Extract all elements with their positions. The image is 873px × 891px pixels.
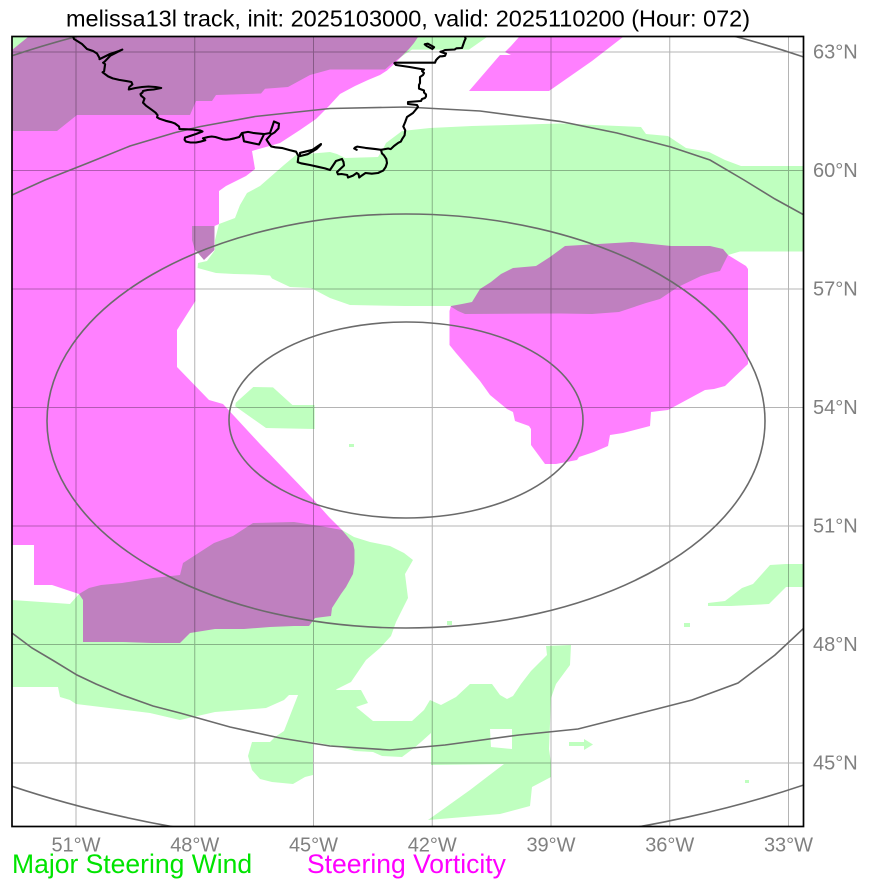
svg-text:60°N: 60°N (813, 160, 858, 182)
svg-text:Steering Vorticity: Steering Vorticity (307, 849, 507, 879)
svg-text:48°W: 48°W (170, 835, 219, 857)
svg-text:melissa13l track, init: 202510: melissa13l track, init: 2025103000, vali… (66, 6, 750, 32)
svg-text:63°N: 63°N (813, 42, 858, 64)
svg-text:48°N: 48°N (813, 634, 858, 656)
svg-text:36°W: 36°W (645, 835, 694, 857)
svg-text:Major Steering Wind: Major Steering Wind (12, 849, 252, 879)
svg-text:45°W: 45°W (289, 835, 338, 857)
svg-text:45°N: 45°N (813, 753, 858, 775)
svg-text:33°W: 33°W (764, 835, 813, 857)
svg-text:54°N: 54°N (813, 397, 858, 419)
svg-text:42°W: 42°W (408, 835, 457, 857)
svg-text:39°W: 39°W (526, 835, 575, 857)
svg-text:51°N: 51°N (813, 516, 858, 538)
svg-text:57°N: 57°N (813, 279, 858, 301)
svg-text:51°W: 51°W (51, 835, 100, 857)
